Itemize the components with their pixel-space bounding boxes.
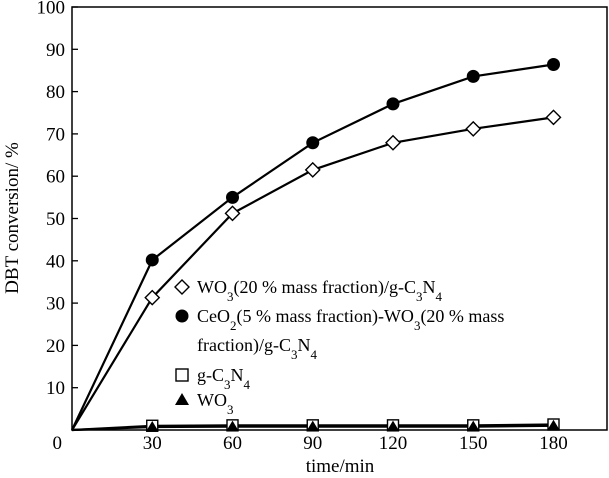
legend-label-ceo2-line1: CeO2(5 % mass fraction)-WO3(20 % mass [197, 306, 504, 333]
series-line-ceo2_wo3_gcn [71, 63, 554, 431]
data-point-wo3_gcn-60 [224, 205, 241, 222]
legend-entry-ceo2-wo3-gcn: CeO2(5 % mass fraction)-WO3(20 % mass fr… [175, 306, 504, 362]
y-tick-label-70: 70 [46, 124, 65, 145]
data-point-wo3_gcn-120 [385, 134, 401, 151]
legend-marker-square [175, 368, 189, 382]
plot-frame [71, 6, 608, 431]
legend-entry-wo3-gcn: WO3(20 % mass fraction)/g-C3N4 [174, 277, 442, 304]
x-tick-label-180: 180 [539, 433, 568, 454]
data-point-ceo2_wo3_gcn-150 [466, 69, 480, 83]
data-point-wo3-90 [306, 420, 319, 431]
data-point-ceo2_wo3_gcn-90 [306, 136, 320, 150]
x-tick-label-60: 60 [223, 433, 242, 454]
data-point-wo3-30 [146, 421, 159, 432]
legend-marker-diamond [174, 279, 190, 295]
legend-label-wo3-gcn: WO3(20 % mass fraction)/g-C3N4 [197, 277, 442, 304]
y-tick-label-50: 50 [46, 209, 65, 230]
y-tick-label-90: 90 [46, 40, 65, 61]
x-axis-title: time/min [306, 456, 375, 477]
data-point-wo3_gcn-30 [144, 289, 161, 306]
x-tick-label-120: 120 [379, 433, 408, 454]
x-origin-label: 0 [53, 433, 63, 454]
x-tick-label-150: 150 [459, 433, 488, 454]
y-tick-label-40: 40 [46, 251, 65, 272]
y-tick-label-20: 20 [46, 336, 65, 357]
legend-entry-wo3: WO3 [175, 390, 234, 417]
legend-entry-gcn: g-C3N4 [175, 365, 251, 392]
legend-marker-triangle [175, 393, 189, 405]
y-tick-label-100: 100 [37, 0, 66, 19]
legend: WO3(20 % mass fraction)/g-C3N4 CeO2(5 % … [174, 277, 504, 417]
series-layer [71, 58, 562, 432]
data-point-wo3_gcn-180 [545, 109, 562, 126]
legend-label-wo3: WO3 [197, 390, 234, 417]
y-axis-title: DBT conversion/ % [2, 142, 23, 294]
data-point-wo3_gcn-150 [465, 120, 482, 137]
data-point-wo3-180 [547, 419, 560, 430]
legend-label-ceo2-line2: fraction)/g-C3N4 [197, 335, 317, 362]
data-point-ceo2_wo3_gcn-30 [145, 253, 159, 267]
data-point-wo3-150 [467, 420, 480, 431]
legend-marker-circle [175, 309, 189, 323]
legend-label-gcn: g-C3N4 [197, 365, 251, 392]
x-axis-ticks: 30 60 90 120 150 180 [143, 424, 568, 454]
data-point-ceo2_wo3_gcn-60 [226, 190, 239, 204]
data-point-ceo2_wo3_gcn-180 [547, 58, 560, 72]
y-tick-label-60: 60 [46, 167, 65, 188]
y-axis-ticks: 10 20 30 40 50 60 70 80 90 100 [37, 0, 78, 399]
data-point-ceo2_wo3_gcn-120 [386, 97, 400, 111]
y-tick-label-80: 80 [46, 82, 65, 103]
data-point-wo3-120 [387, 420, 399, 431]
y-tick-label-30: 30 [46, 294, 65, 315]
y-tick-label-10: 10 [46, 378, 65, 399]
data-point-wo3_gcn-90 [304, 161, 321, 178]
x-tick-label-90: 90 [303, 433, 322, 454]
x-tick-label-30: 30 [143, 433, 162, 454]
data-point-wo3-60 [226, 420, 239, 431]
